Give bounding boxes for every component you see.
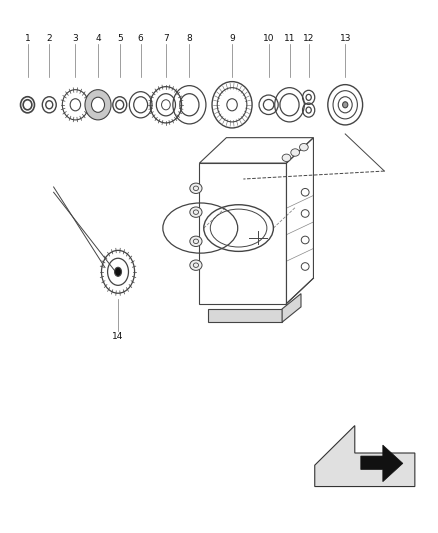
Text: 9: 9 [229,34,235,43]
Text: 4: 4 [95,34,101,43]
Text: 12: 12 [303,34,314,43]
Ellipse shape [300,143,308,151]
Text: 3: 3 [73,34,78,43]
Polygon shape [208,309,282,322]
Ellipse shape [291,149,300,156]
Ellipse shape [343,102,348,108]
Text: 7: 7 [163,34,169,43]
Text: 5: 5 [117,34,123,43]
Text: 14: 14 [112,332,124,341]
Polygon shape [315,425,415,487]
Text: 11: 11 [284,34,295,43]
Ellipse shape [190,183,202,193]
Text: 8: 8 [187,34,192,43]
Text: 1: 1 [25,34,30,43]
Text: 10: 10 [263,34,274,43]
Text: 6: 6 [138,34,144,43]
Polygon shape [282,294,301,322]
Ellipse shape [282,154,291,161]
Text: 2: 2 [46,34,52,43]
Ellipse shape [92,97,105,112]
Ellipse shape [190,207,202,217]
Polygon shape [361,445,403,482]
Ellipse shape [190,260,202,270]
Ellipse shape [115,267,121,276]
Text: 13: 13 [339,34,351,43]
Ellipse shape [85,90,111,120]
Ellipse shape [190,236,202,246]
